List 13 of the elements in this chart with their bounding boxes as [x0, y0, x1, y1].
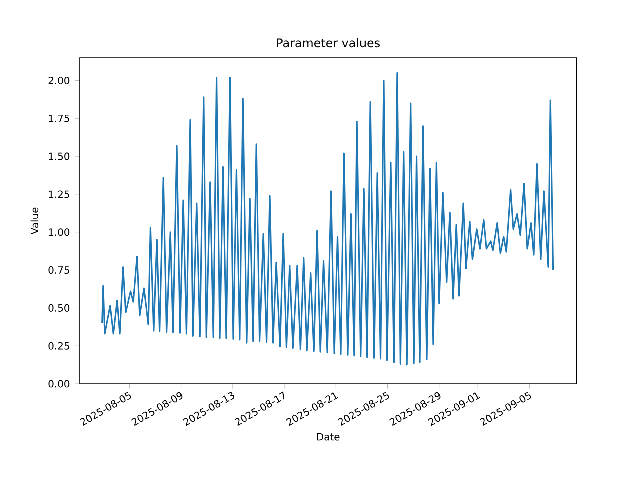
chart-title: Parameter values	[277, 38, 380, 48]
y-tick-label: 0.75	[48, 266, 70, 274]
y-tick-label: 0.00	[48, 380, 70, 388]
line-series	[102, 72, 554, 366]
y-tick-label: 0.25	[48, 342, 70, 350]
y-axis-title: Value	[30, 208, 39, 235]
y-tick-label: 2.00	[48, 76, 70, 84]
x-axis-title: Date	[317, 433, 340, 441]
y-tick-label: 1.50	[49, 152, 70, 160]
y-tick-label: 0.50	[48, 304, 70, 312]
y-tick-label: 1.00	[49, 228, 70, 236]
y-tick-label: 1.75	[49, 114, 70, 122]
y-tick-label: 1.25	[49, 190, 70, 198]
